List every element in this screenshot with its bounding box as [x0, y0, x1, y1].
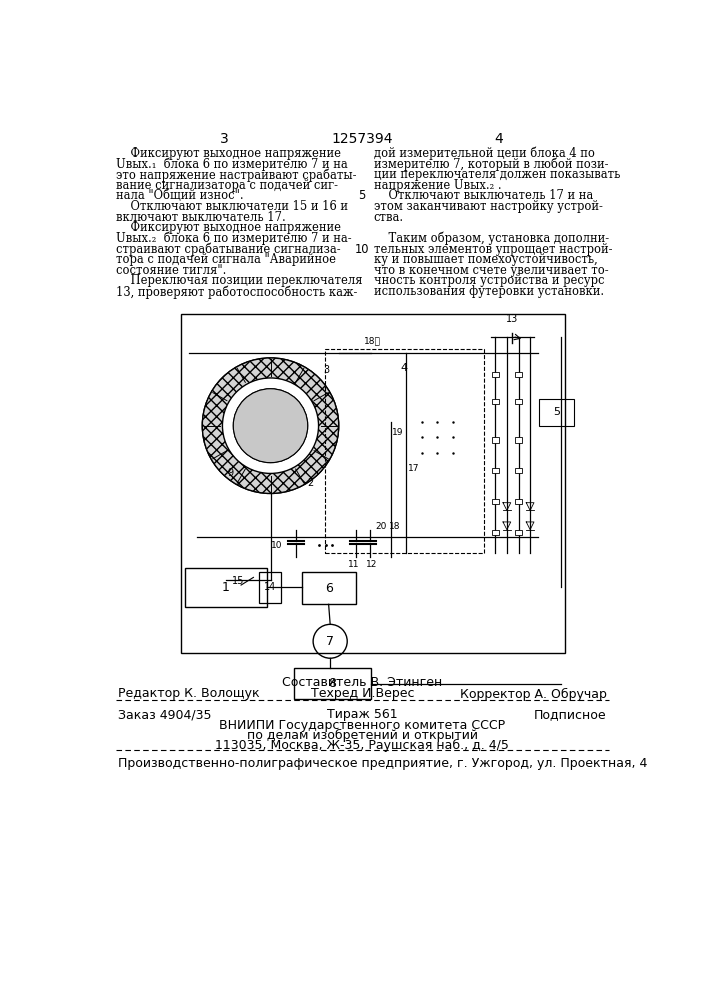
- Bar: [515, 399, 522, 404]
- Circle shape: [233, 389, 308, 463]
- Bar: [301, 572, 356, 604]
- Text: 14: 14: [264, 582, 276, 592]
- Text: состояние тигля".: состояние тигля".: [115, 264, 226, 277]
- Circle shape: [202, 358, 339, 493]
- Bar: [515, 499, 522, 504]
- Text: страивают срабатывание сигнализа-: страивают срабатывание сигнализа-: [115, 243, 340, 256]
- Bar: [492, 399, 498, 404]
- Bar: [325, 349, 484, 553]
- Text: Тираж 561: Тираж 561: [327, 708, 397, 721]
- Bar: [515, 530, 522, 535]
- Text: измерителю 7, который в любой пози-: измерителю 7, который в любой пози-: [373, 158, 608, 171]
- Text: 5: 5: [554, 407, 561, 417]
- Text: использования футеровки установки.: использования футеровки установки.: [373, 285, 604, 298]
- Text: чность контроля устройства и ресурс: чность контроля устройства и ресурс: [373, 274, 604, 287]
- Text: ку и повышает помехоустойчивость,: ку и повышает помехоустойчивость,: [373, 253, 597, 266]
- Text: этом заканчивают настройку устрой-: этом заканчивают настройку устрой-: [373, 200, 602, 213]
- Text: 6: 6: [325, 582, 332, 595]
- Text: Фиксируют выходное напряжение: Фиксируют выходное напряжение: [115, 221, 341, 234]
- Bar: [492, 530, 498, 535]
- Text: 18: 18: [389, 522, 400, 531]
- Bar: [492, 499, 498, 504]
- Text: 4: 4: [495, 132, 503, 146]
- Text: Фиксируют выходное напряжение: Фиксируют выходное напряжение: [115, 147, 341, 160]
- Text: Корректор А. Обручар: Корректор А. Обручар: [460, 687, 607, 701]
- Bar: [515, 437, 522, 443]
- Text: 13, проверяют работоспособность каж-: 13, проверяют работоспособность каж-: [115, 285, 357, 299]
- Circle shape: [223, 378, 319, 473]
- Text: Подписное: Подписное: [534, 708, 607, 721]
- Text: 10: 10: [271, 541, 282, 550]
- Text: Редактор К. Волощук: Редактор К. Волощук: [118, 687, 259, 700]
- Text: 12: 12: [366, 560, 378, 569]
- Bar: [259, 572, 281, 603]
- Text: тельных элементов упрощает настрой-: тельных элементов упрощает настрой-: [373, 243, 612, 256]
- Text: Uвых.₁  блока 6 по измерителю 7 и на: Uвых.₁ блока 6 по измерителю 7 и на: [115, 158, 347, 171]
- Text: дой измерительной цепи блока 4 по: дой измерительной цепи блока 4 по: [373, 147, 595, 160]
- Text: 13: 13: [506, 314, 518, 324]
- Bar: [182, 314, 565, 653]
- Bar: [515, 468, 522, 473]
- Text: Производственно-полиграфическое предприятие, г. Ужгород, ул. Проектная, 4: Производственно-полиграфическое предприя…: [118, 757, 647, 770]
- Text: 5: 5: [358, 189, 366, 202]
- Text: 9: 9: [227, 468, 233, 478]
- Bar: [539, 399, 574, 426]
- Text: 10: 10: [355, 243, 369, 256]
- Text: 11: 11: [348, 560, 359, 569]
- Circle shape: [202, 358, 339, 493]
- Bar: [492, 468, 498, 473]
- Text: напряжение Uвых.₂ .: напряжение Uвых.₂ .: [373, 179, 501, 192]
- Text: Составитель В. Этинген: Составитель В. Этинген: [282, 676, 443, 689]
- Text: включают выключатель 17.: включают выключатель 17.: [115, 211, 285, 224]
- Text: нала "Общий износ".: нала "Общий износ".: [115, 189, 243, 202]
- Text: Отключают выключатели 15 и 16 и: Отключают выключатели 15 и 16 и: [115, 200, 348, 213]
- Text: 7: 7: [326, 635, 334, 648]
- Text: Uвых.₂  блока 6 по измерителю 7 и на-: Uвых.₂ блока 6 по измерителю 7 и на-: [115, 232, 351, 245]
- Text: Отключают выключатель 17 и на: Отключают выключатель 17 и на: [373, 189, 593, 202]
- Text: Переключая позиции переключателя: Переключая позиции переключателя: [115, 274, 362, 287]
- Text: 15: 15: [232, 576, 244, 586]
- Text: 3: 3: [323, 365, 329, 375]
- Text: по делам изобретений и открытий: по делам изобретений и открытий: [247, 729, 478, 742]
- Bar: [492, 372, 498, 377]
- Text: 8: 8: [329, 677, 337, 690]
- Text: вание сигнализатора с подачей сиг-: вание сигнализатора с подачей сиг-: [115, 179, 337, 192]
- Text: 20: 20: [375, 522, 387, 531]
- Text: Заказ 4904/35: Заказ 4904/35: [118, 708, 211, 721]
- Text: 3: 3: [220, 132, 228, 146]
- Text: ции переключателя должен показывать: ции переключателя должен показывать: [373, 168, 620, 181]
- Text: это напряжение настраивают срабаты-: это напряжение настраивают срабаты-: [115, 168, 356, 182]
- Text: 113035, Москва, Ж-35, Раушская наб., д. 4/5: 113035, Москва, Ж-35, Раушская наб., д. …: [216, 739, 509, 752]
- Text: ства.: ства.: [373, 211, 404, 224]
- Text: 4: 4: [401, 363, 408, 373]
- Text: тора с подачей сигнала "Аварийное: тора с подачей сигнала "Аварийное: [115, 253, 336, 266]
- Circle shape: [233, 389, 308, 463]
- Text: 2: 2: [308, 478, 314, 488]
- Text: 18˹: 18˹: [364, 336, 381, 345]
- Text: 1: 1: [222, 581, 230, 594]
- Text: 19: 19: [392, 428, 404, 437]
- Bar: [515, 372, 522, 377]
- Bar: [185, 568, 267, 607]
- Text: 1257394: 1257394: [332, 132, 393, 146]
- Text: что в конечном счете увеличивает то-: что в конечном счете увеличивает то-: [373, 264, 608, 277]
- Text: ВНИИПИ Государственного комитета СССР: ВНИИПИ Государственного комитета СССР: [219, 719, 506, 732]
- Text: Техред И.Верес: Техред И.Верес: [310, 687, 414, 700]
- Text: 17: 17: [409, 464, 420, 473]
- Text: Таким образом, установка дополни-: Таким образом, установка дополни-: [373, 232, 609, 245]
- Bar: [293, 668, 371, 699]
- Bar: [492, 437, 498, 443]
